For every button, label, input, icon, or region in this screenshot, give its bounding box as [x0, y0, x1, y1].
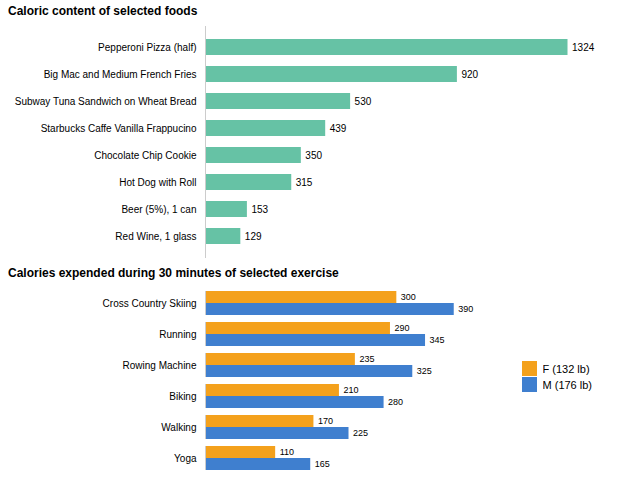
svg-text:225: 225	[353, 428, 368, 438]
svg-text:Beer (5%), 1 can: Beer (5%), 1 can	[121, 204, 196, 215]
svg-text:Big Mac and Medium French Frie: Big Mac and Medium French Fries	[44, 69, 197, 80]
svg-text:439: 439	[330, 123, 347, 134]
svg-text:1324: 1324	[572, 42, 595, 53]
svg-text:Pepperoni Pizza (half): Pepperoni Pizza (half)	[98, 42, 196, 53]
svg-text:129: 129	[245, 231, 262, 242]
html-text:M (176 lb): M (176 lb)	[542, 378, 592, 391]
svg-text:Walking: Walking	[161, 422, 196, 433]
svg-text:390: 390	[458, 304, 473, 314]
svg-text:315: 315	[296, 177, 313, 188]
svg-text:Rowing Machine: Rowing Machine	[123, 360, 197, 371]
svg-text:Yoga: Yoga	[174, 453, 197, 464]
html-text:F (132 lb): F (132 lb)	[542, 362, 590, 375]
svg-text:290: 290	[394, 323, 409, 333]
svg-text:210: 210	[343, 385, 358, 395]
svg-text:345: 345	[430, 335, 445, 345]
svg-text:350: 350	[305, 150, 322, 161]
svg-text:Chocolate Chip Cookie: Chocolate Chip Cookie	[94, 150, 197, 161]
svg-text:Starbucks Caffe Vanilla Frappu: Starbucks Caffe Vanilla Frappucino	[41, 123, 197, 134]
svg-text:Biking: Biking	[169, 391, 196, 402]
html-text:Calories expended during 30 mi: Calories expended during 30 minutes of s…	[8, 266, 339, 280]
svg-text:280: 280	[388, 397, 403, 407]
svg-text:153: 153	[251, 204, 268, 215]
svg-text:920: 920	[461, 69, 478, 80]
svg-text:Red Wine, 1 glass: Red Wine, 1 glass	[115, 231, 196, 242]
html-text:Caloric content of selected fo: Caloric content of selected foods	[8, 4, 198, 18]
svg-text:300: 300	[401, 292, 416, 302]
svg-text:325: 325	[417, 366, 432, 376]
svg-text:Subway Tuna Sandwich on Wheat: Subway Tuna Sandwich on Wheat Bread	[15, 96, 197, 107]
svg-text:165: 165	[315, 459, 330, 469]
svg-text:Cross Country Skiing: Cross Country Skiing	[103, 298, 197, 309]
svg-text:Hot Dog with Roll: Hot Dog with Roll	[119, 177, 196, 188]
svg-text:170: 170	[318, 416, 333, 426]
svg-text:235: 235	[359, 354, 374, 364]
svg-text:530: 530	[355, 96, 372, 107]
svg-text:Running: Running	[159, 329, 196, 340]
svg-text:110: 110	[280, 447, 294, 457]
